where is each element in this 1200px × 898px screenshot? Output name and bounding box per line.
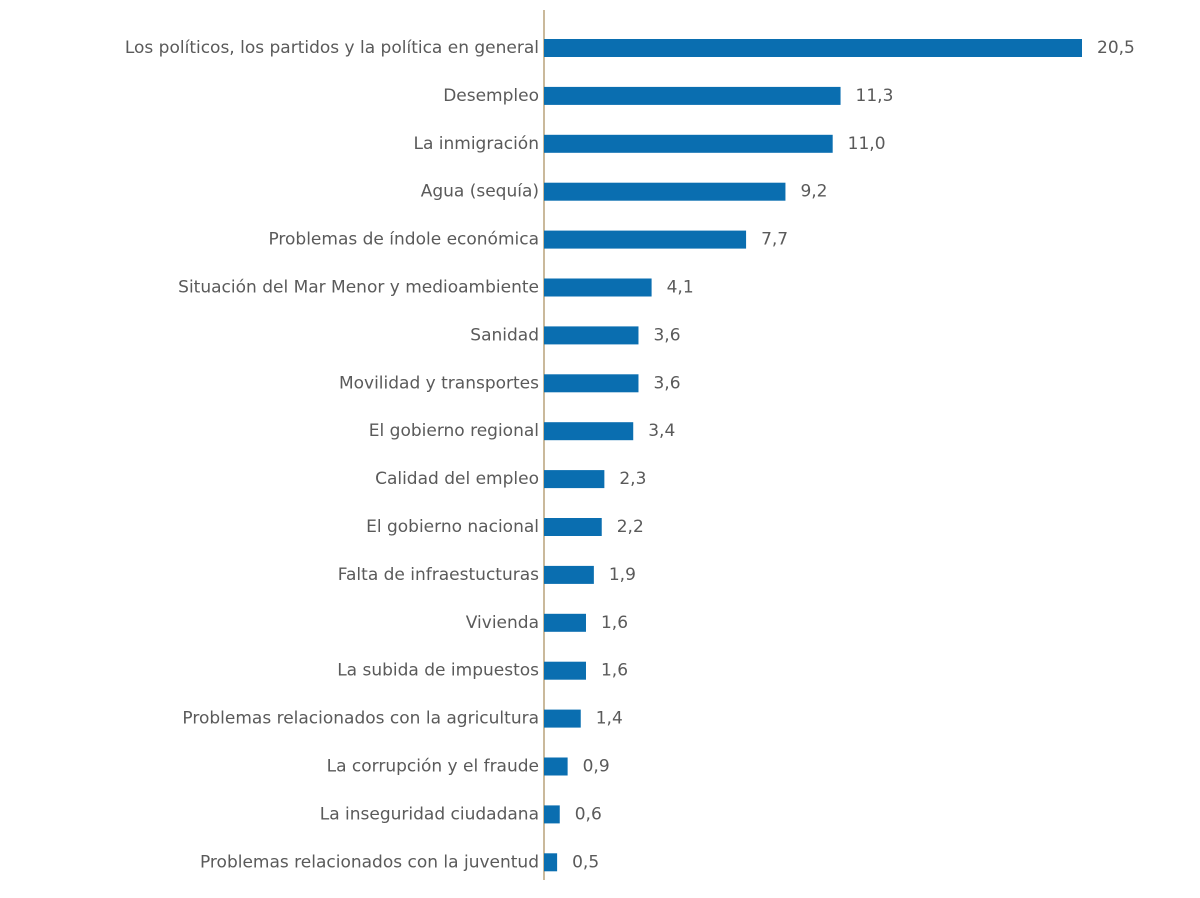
category-label: Vivienda [466, 613, 539, 633]
category-label: La inmigración [413, 134, 539, 154]
category-label: Falta de infraestucturas [338, 565, 539, 585]
value-label: 1,6 [601, 613, 628, 633]
category-label: La subida de impuestos [337, 661, 539, 681]
value-label: 1,9 [609, 565, 636, 585]
bar [544, 39, 1082, 57]
category-label: La inseguridad ciudadana [320, 804, 539, 824]
category-label: Calidad del empleo [375, 469, 539, 489]
value-label: 2,2 [617, 517, 644, 537]
value-label: 11,0 [848, 134, 886, 154]
value-label: 1,6 [601, 661, 628, 681]
bar [544, 374, 639, 393]
category-label: Movilidad y transportes [339, 373, 539, 393]
bar [544, 278, 652, 297]
value-label: 0,6 [575, 804, 602, 824]
value-label: 0,5 [572, 852, 599, 872]
bar [544, 422, 634, 441]
category-label: Sanidad [470, 325, 539, 345]
value-label: 9,2 [800, 182, 827, 202]
category-label: Problemas relacionados con la juventud [200, 852, 539, 872]
bar [544, 805, 560, 824]
value-label: 3,4 [648, 421, 675, 441]
value-label: 4,1 [667, 278, 694, 298]
category-label: El gobierno nacional [366, 517, 539, 537]
bar [544, 661, 586, 680]
value-label: 0,9 [583, 757, 610, 777]
value-label: 7,7 [761, 230, 788, 250]
bar [544, 86, 841, 105]
category-label: Desempleo [443, 86, 539, 106]
bar [544, 565, 594, 584]
category-label: El gobierno regional [369, 421, 539, 441]
value-label: 1,4 [596, 709, 623, 729]
bar [544, 518, 602, 536]
value-label: 2,3 [619, 469, 646, 489]
value-label: 20,5 [1097, 38, 1135, 58]
bar [544, 182, 786, 201]
bar [544, 230, 747, 249]
category-label: Problemas relacionados con la agricultur… [182, 709, 539, 729]
bar [544, 134, 833, 153]
bar [544, 326, 639, 345]
bar [544, 470, 605, 489]
bar [544, 709, 581, 728]
category-label: Agua (sequía) [421, 182, 539, 202]
category-label: La corrupción y el fraude [327, 757, 539, 777]
bar [544, 853, 558, 872]
value-label: 3,6 [653, 373, 680, 393]
category-label: Los políticos, los partidos y la polític… [125, 38, 539, 58]
value-label: 11,3 [856, 86, 894, 106]
category-label: Situación del Mar Menor y medioambiente [178, 278, 539, 298]
category-label: Problemas de índole económica [268, 230, 539, 250]
value-label: 3,6 [653, 325, 680, 345]
bar [544, 613, 586, 632]
bar [544, 757, 568, 776]
